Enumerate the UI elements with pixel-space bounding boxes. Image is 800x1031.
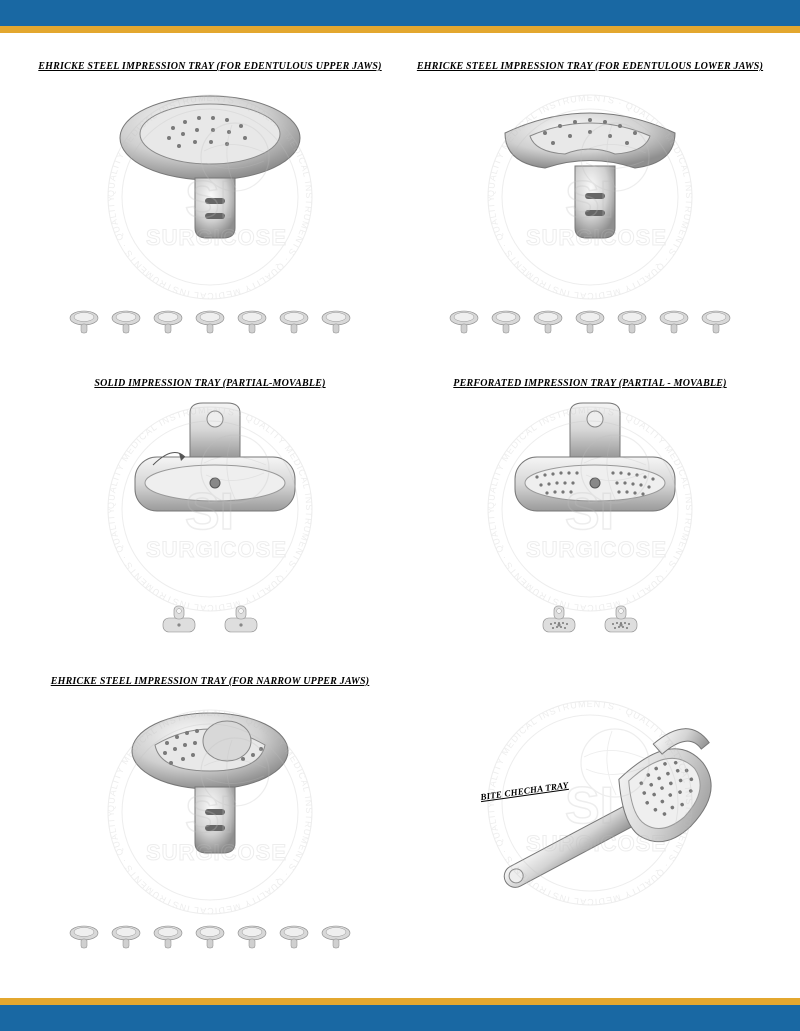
thumbnail-tray — [446, 308, 482, 334]
product-title: PERFORATED IMPRESSION TRAY (PARTIAL - MO… — [453, 378, 726, 389]
product-image-upper — [95, 78, 325, 248]
product-area: QUALITY MEDICAL INSTRUMENTS · QUALITY ME… — [410, 395, 770, 645]
thumbnail-tray — [108, 923, 144, 949]
product-area: QUALITY MEDICAL INSTRUMENTS · QUALITY ME… — [410, 676, 770, 953]
product-cell-upper: EHRICKE STEEL IMPRESSION TRAY (FOR EDENT… — [30, 61, 390, 338]
product-image-narrow — [95, 693, 325, 863]
thumbnail-tray — [530, 308, 566, 334]
product-area: QUALITY MEDICAL INSTRUMENTS · QUALITY ME… — [410, 78, 770, 338]
thumbnail-partial — [597, 602, 645, 642]
footer-bar-gold — [0, 998, 800, 1005]
thumbnail-row — [30, 308, 390, 334]
product-cell-partial-solid: SOLID IMPRESSION TRAY (PARTIAL-MOVABLE) … — [30, 368, 390, 645]
thumbnail-tray — [192, 923, 228, 949]
thumbnail-tray — [318, 923, 354, 949]
thumbnail-tray — [108, 308, 144, 334]
product-image-bite — [440, 686, 740, 926]
product-cell-narrow: EHRICKE STEEL IMPRESSION TRAY (FOR NARRO… — [30, 676, 390, 953]
thumbnail-row — [410, 602, 770, 642]
product-title: SOLID IMPRESSION TRAY (PARTIAL-MOVABLE) — [94, 378, 325, 389]
thumbnail-tray — [150, 923, 186, 949]
thumbnail-row — [30, 923, 390, 949]
thumbnail-tray — [656, 308, 692, 334]
product-cell-partial-perf: PERFORATED IMPRESSION TRAY (PARTIAL - MO… — [410, 368, 770, 645]
thumbnail-tray — [66, 308, 102, 334]
thumbnail-tray — [572, 308, 608, 334]
product-title: EHRICKE STEEL IMPRESSION TRAY (FOR EDENT… — [417, 61, 763, 72]
thumbnail-row — [410, 308, 770, 334]
footer-bars — [0, 998, 800, 1031]
product-area: QUALITY MEDICAL INSTRUMENTS · QUALITY ME… — [30, 395, 390, 645]
thumbnail-tray — [66, 923, 102, 949]
thumbnail-partial — [155, 602, 203, 642]
header-bar-blue — [0, 0, 800, 26]
thumbnail-tray — [488, 308, 524, 334]
product-area: QUALITY MEDICAL INSTRUMENTS · QUALITY ME… — [30, 693, 390, 953]
thumbnail-partial — [535, 602, 583, 642]
footer-bar-blue — [0, 1005, 800, 1031]
thumbnail-partial — [217, 602, 265, 642]
thumbnail-tray — [698, 308, 734, 334]
product-cell-bite: QUALITY MEDICAL INSTRUMENTS · QUALITY ME… — [410, 676, 770, 953]
product-image-partial-perf — [475, 395, 705, 565]
catalog-grid: EHRICKE STEEL IMPRESSION TRAY (FOR EDENT… — [0, 33, 800, 973]
thumbnail-tray — [276, 308, 312, 334]
thumbnail-tray — [234, 308, 270, 334]
product-image-partial-solid — [95, 395, 325, 565]
thumbnail-tray — [276, 923, 312, 949]
thumbnail-tray — [614, 308, 650, 334]
thumbnail-tray — [318, 308, 354, 334]
thumbnail-row — [30, 602, 390, 642]
product-area: QUALITY MEDICAL INSTRUMENTS · QUALITY ME… — [30, 78, 390, 338]
product-title: EHRICKE STEEL IMPRESSION TRAY (FOR EDENT… — [38, 61, 381, 72]
product-image-lower — [475, 78, 705, 248]
header-bar-gold — [0, 26, 800, 33]
product-cell-lower: EHRICKE STEEL IMPRESSION TRAY (FOR EDENT… — [410, 61, 770, 338]
thumbnail-tray — [192, 308, 228, 334]
product-title: EHRICKE STEEL IMPRESSION TRAY (FOR NARRO… — [51, 676, 370, 687]
thumbnail-tray — [234, 923, 270, 949]
thumbnail-tray — [150, 308, 186, 334]
